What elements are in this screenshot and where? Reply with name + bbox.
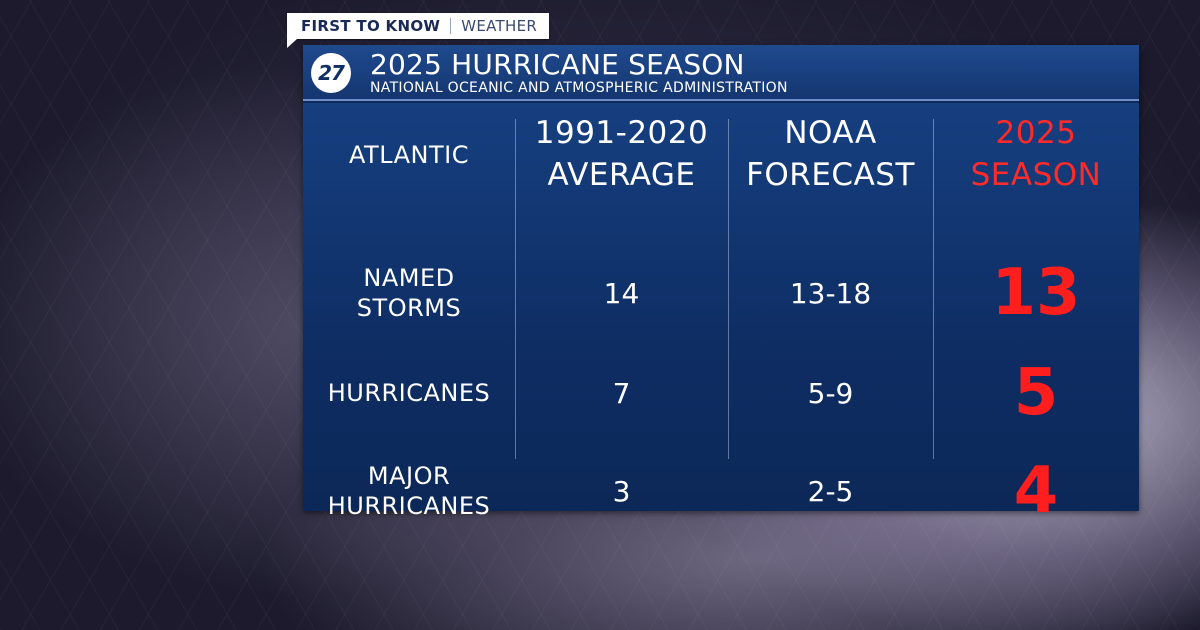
header-season: 2025 SEASON [933, 111, 1139, 199]
major-hurricanes-average-value: 3 [612, 474, 631, 508]
row-label-line1: HURRICANES [327, 379, 491, 407]
header-season-line1: 2025 [995, 115, 1077, 152]
major-hurricanes-average: 3 [515, 451, 728, 531]
named-storms-average-value: 14 [603, 276, 640, 310]
hurricanes-season: 5 [933, 351, 1139, 435]
row-label-named-storms: NAMED STORMS [303, 253, 515, 333]
page-subtitle: NATIONAL OCEANIC AND ATMOSPHERIC ADMINIS… [370, 80, 788, 96]
hurricanes-forecast: 5-9 [728, 353, 933, 433]
header-average-line1: 1991-2020 [534, 115, 709, 152]
header-forecast: NOAA FORECAST [728, 111, 933, 199]
header-average-line2: AVERAGE [547, 157, 696, 193]
named-storms-forecast: 13-18 [728, 253, 933, 333]
major-hurricanes-season-value: 4 [1013, 454, 1059, 528]
major-hurricanes-season: 4 [933, 449, 1139, 533]
header-atlantic-text: ATLANTIC [348, 141, 469, 169]
row-label-line2: HURRICANES [327, 492, 491, 520]
tag-brand: FIRST TO KNOW [301, 17, 441, 35]
stats-table: ATLANTIC 1991-2020 AVERAGE NOAA FORECAST… [303, 103, 1139, 528]
row-label-line1: NAMED [363, 264, 455, 292]
first-to-know-tag: FIRST TO KNOW WEATHER [287, 13, 550, 39]
hurricanes-average: 7 [515, 353, 728, 433]
hurricanes-forecast-value: 5-9 [807, 376, 854, 410]
major-hurricanes-forecast: 2-5 [728, 451, 933, 531]
row-label-line2: STORMS [356, 294, 462, 322]
header-forecast-line1: NOAA [784, 115, 877, 152]
logo-text: 27 [318, 61, 345, 85]
named-storms-season-value: 13 [991, 256, 1081, 330]
named-storms-average: 14 [515, 253, 728, 333]
major-hurricanes-forecast-value: 2-5 [807, 474, 854, 508]
row-label-major-hurricanes: MAJOR HURRICANES [303, 451, 515, 531]
tag-divider [450, 18, 452, 34]
row-label-hurricanes: HURRICANES [303, 353, 515, 433]
column-divider [728, 119, 729, 459]
tag-section: WEATHER [461, 17, 538, 35]
column-divider [515, 119, 516, 459]
hurricane-season-panel: 27 2025 HURRICANE SEASON NATIONAL OCEANI… [303, 45, 1139, 528]
header-season-line2: SEASON [970, 157, 1102, 193]
column-divider [933, 119, 934, 459]
abc27-logo: 27 [311, 53, 351, 93]
panel-header: 27 2025 HURRICANE SEASON NATIONAL OCEANI… [303, 45, 1139, 101]
named-storms-season: 13 [933, 251, 1139, 335]
page-title: 2025 HURRICANE SEASON [370, 48, 745, 81]
header-average: 1991-2020 AVERAGE [515, 111, 728, 199]
row-label-line1: MAJOR [367, 462, 451, 490]
header-atlantic: ATLANTIC [303, 111, 515, 199]
hurricanes-average-value: 7 [612, 376, 631, 410]
tag-notch [287, 39, 297, 48]
header-forecast-line2: FORECAST [746, 157, 915, 193]
hurricanes-season-value: 5 [1013, 356, 1059, 430]
named-storms-forecast-value: 13-18 [789, 276, 872, 310]
